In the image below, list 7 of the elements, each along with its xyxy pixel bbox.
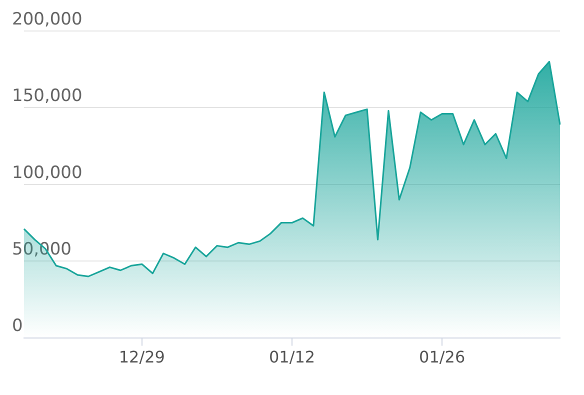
y-tick-label: 100,000	[12, 162, 82, 183]
y-tick-label: 0	[12, 316, 23, 336]
y-tick-label: 150,000	[12, 86, 82, 106]
x-tick-label: 01/12	[268, 348, 316, 367]
x-tick-label: 01/26	[419, 348, 466, 367]
y-tick-label: 200,000	[12, 9, 82, 30]
x-tick-label: 12/29	[118, 348, 165, 367]
